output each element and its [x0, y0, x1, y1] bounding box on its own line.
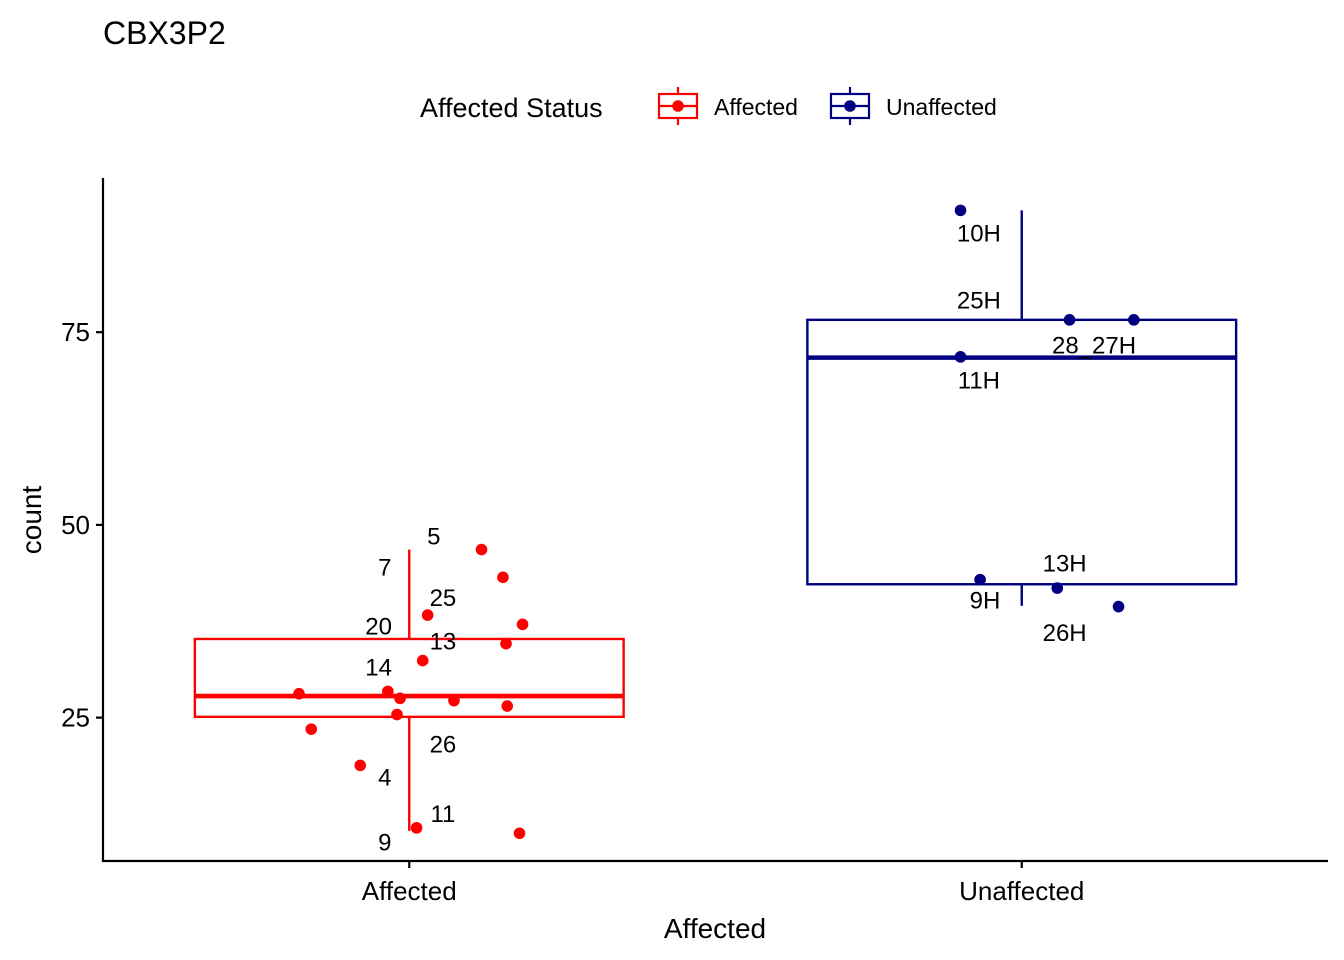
point-label: 11	[430, 801, 455, 828]
data-point	[305, 723, 318, 735]
legend-entries: Affected Unaffected	[657, 87, 997, 125]
legend-label: Unaffected	[886, 94, 997, 120]
data-point	[500, 637, 512, 650]
point-label: 13	[430, 628, 457, 655]
legend-entry-affected: Affected	[657, 87, 798, 125]
y-tick-label: 25	[61, 703, 90, 733]
point-label: 26H	[1043, 620, 1087, 647]
data-point	[421, 609, 434, 621]
data-point	[410, 822, 423, 834]
point-label: 25	[430, 585, 457, 612]
legend-key-point	[672, 100, 684, 112]
data-point	[501, 700, 514, 712]
legend-entry-unaffected: Unaffected	[829, 87, 997, 125]
legend-label: Affected	[714, 94, 798, 120]
x-tick-label: Affected	[362, 876, 457, 906]
data-point	[416, 654, 429, 667]
data-point	[1051, 582, 1064, 594]
legend-key-point	[844, 100, 856, 112]
box-rect	[193, 637, 625, 719]
data-point	[954, 351, 967, 363]
point-label: 4	[378, 765, 391, 792]
point-label: 5	[427, 523, 440, 550]
data-point	[497, 571, 509, 584]
x-tick-label: Unaffected	[959, 876, 1084, 906]
data-point	[1063, 314, 1076, 326]
point-label: 10H	[957, 221, 1001, 248]
data-point	[516, 618, 529, 631]
x-ticks: Affected Unaffected	[362, 861, 1084, 906]
data-point	[974, 573, 986, 586]
y-axis: 25 50 75 count	[16, 178, 105, 862]
y-ticks: 25 50 75	[61, 317, 103, 733]
data-point	[1128, 314, 1140, 326]
legend: Affected Status Affected Unaffected	[420, 87, 997, 125]
data-point	[513, 827, 526, 840]
y-axis-title: count	[16, 486, 47, 555]
point-label: 14	[365, 655, 392, 682]
x-axis-title: Affected	[664, 913, 766, 944]
point-label: 9	[378, 829, 391, 856]
data-point	[954, 204, 967, 217]
plot-area: 5 7 25 20 13 14 26 4 11 9 10H 25H 28_27H 11H 13H 9H 26H	[193, 204, 1238, 856]
data-point	[1112, 600, 1125, 613]
point-label: 25H	[957, 288, 1001, 315]
y-tick-label: 50	[61, 510, 90, 540]
data-point	[382, 685, 394, 698]
chart-title: CBX3P2	[103, 15, 226, 51]
data-point	[475, 543, 488, 556]
point-label: 26	[430, 732, 457, 759]
y-tick-label: 75	[61, 317, 90, 347]
legend-title: Affected Status	[420, 93, 603, 123]
data-point	[391, 708, 403, 721]
data-point	[394, 692, 406, 705]
point-label: 9H	[970, 587, 1001, 614]
point-label: 11H	[958, 368, 1000, 395]
point-label: 7	[378, 554, 391, 581]
data-point	[448, 694, 460, 707]
box-rect	[806, 318, 1238, 586]
x-axis: Affected Unaffected Affected	[102, 859, 1328, 944]
data-point	[354, 759, 367, 772]
point-label: 13H	[1043, 550, 1087, 577]
data-point	[293, 687, 305, 700]
point-label: 28_27H	[1052, 332, 1136, 359]
point-label: 20	[365, 614, 392, 641]
box-group-unaffected: 10H 25H 28_27H 11H 13H 9H 26H	[806, 204, 1238, 647]
box-group-affected: 5 7 25 20 13 14 26 4 11 9	[193, 523, 625, 856]
